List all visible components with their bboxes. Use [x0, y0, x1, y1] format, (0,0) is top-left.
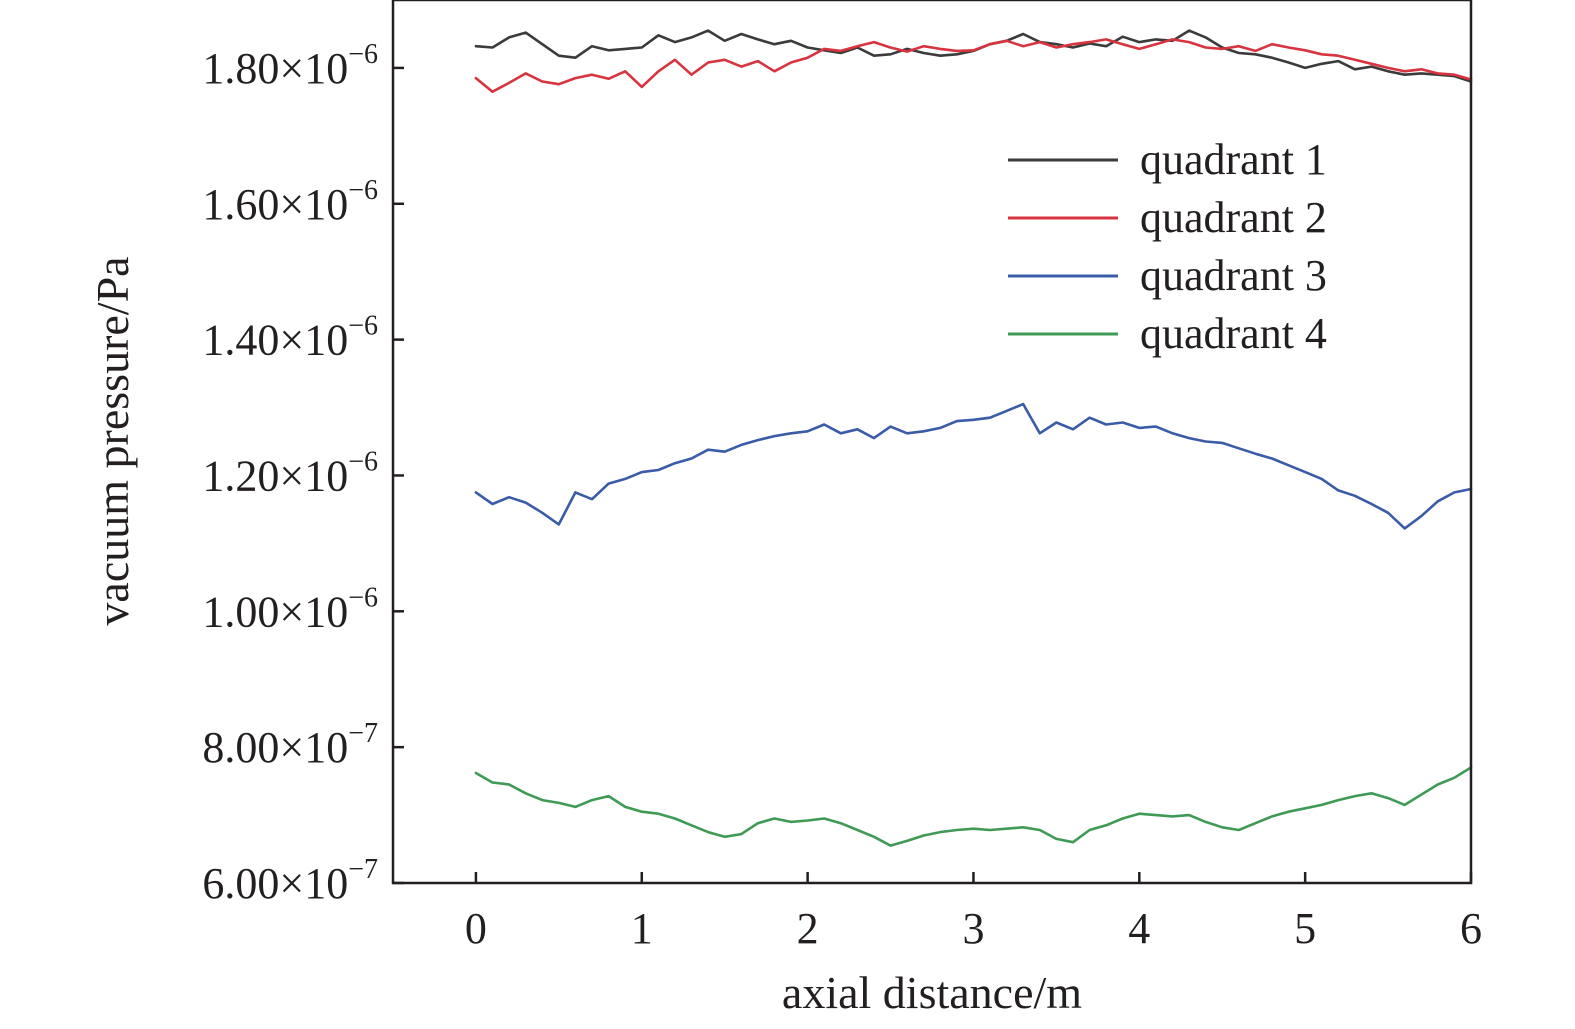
y-tick-label: 1.80×10−6: [202, 39, 378, 93]
x-tick-label: 5: [1294, 904, 1316, 953]
x-tick-label: 4: [1128, 904, 1150, 953]
legend-label-quadrant-4: quadrant 4: [1140, 309, 1327, 358]
series-line-quadrant-1: [474, 29, 1473, 83]
series-line-quadrant-2: [474, 38, 1473, 93]
y-tick-label: 8.00×10−7: [202, 718, 378, 772]
legend-label-quadrant-3: quadrant 3: [1140, 251, 1327, 300]
x-tick-label: 3: [962, 904, 984, 953]
legend: quadrant 1 quadrant 2 quadrant 3 quadrant 4: [1008, 135, 1327, 358]
x-tick-label: 1: [631, 904, 653, 953]
x-axis-title: axial distance/m: [782, 967, 1082, 1018]
y-tick-label: 1.60×10−6: [202, 175, 378, 229]
y-axis: 6.00×10−7 8.00×10−7 1.00×10−6 1.20×10−6 1.40…: [202, 39, 404, 908]
legend-label-quadrant-1: quadrant 1: [1140, 135, 1327, 184]
x-axis: 0 1 2 3 4 5 6: [465, 872, 1482, 953]
y-tick-label: 1.40×10−6: [202, 311, 378, 365]
plot-area-frame: [391, 0, 1473, 885]
series-line-quadrant-3: [474, 402, 1473, 530]
y-axis-title: vacuum pressure/Pa: [87, 256, 138, 625]
y-tick-label: 1.20×10−6: [202, 446, 378, 500]
x-tick-label: 0: [465, 904, 487, 953]
y-tick-label: 6.00×10−7: [202, 854, 378, 908]
series-layer: [474, 29, 1473, 847]
series-line-quadrant-4: [474, 766, 1473, 847]
legend-label-quadrant-2: quadrant 2: [1140, 193, 1327, 242]
y-tick-label: 1.00×10−6: [202, 582, 378, 636]
x-tick-label: 6: [1460, 904, 1482, 953]
x-tick-label: 2: [797, 904, 819, 953]
